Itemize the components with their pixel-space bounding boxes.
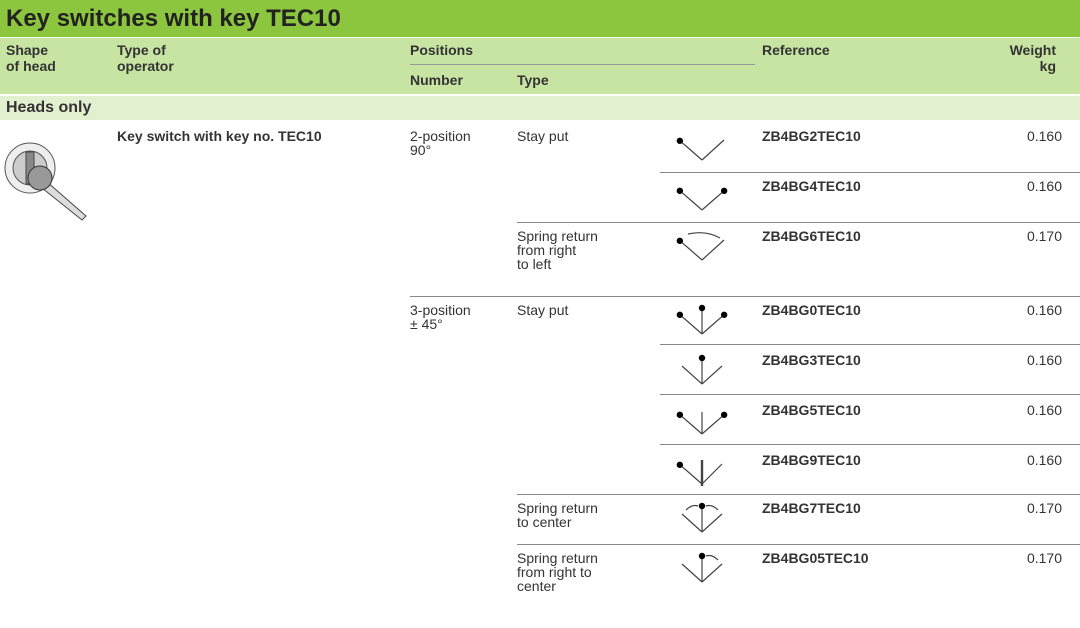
rule bbox=[410, 64, 755, 65]
section: Heads only bbox=[6, 99, 92, 116]
position-symbol bbox=[676, 411, 728, 435]
row-rule bbox=[660, 172, 1080, 173]
position-symbol bbox=[676, 304, 728, 335]
reference: ZB4BG7TEC10 bbox=[762, 500, 861, 516]
position-type: center bbox=[517, 578, 556, 594]
row-rule bbox=[517, 544, 1080, 545]
col-head: kg bbox=[1039, 58, 1056, 74]
position-type: Spring return bbox=[517, 500, 598, 516]
weight: 0.170 bbox=[1026, 500, 1062, 516]
weight: 0.160 bbox=[1026, 302, 1062, 318]
weight: 0.160 bbox=[1026, 128, 1062, 144]
col-head: Number bbox=[410, 72, 463, 88]
row-rule bbox=[660, 394, 1080, 395]
col-head: Weight bbox=[1009, 42, 1056, 58]
reference: ZB4BG4TEC10 bbox=[762, 178, 861, 194]
reference: ZB4BG6TEC10 bbox=[762, 228, 861, 244]
col-head: operator bbox=[117, 58, 174, 74]
header-bg bbox=[0, 38, 1080, 94]
reference: ZB4BG0TEC10 bbox=[762, 302, 861, 318]
col-head: Reference bbox=[762, 42, 830, 58]
section-bg bbox=[0, 96, 1080, 120]
position-symbol bbox=[676, 460, 723, 486]
product: Key switch with key no. TEC10 bbox=[117, 128, 322, 144]
weight: 0.160 bbox=[1026, 178, 1062, 194]
reference: ZB4BG05TEC10 bbox=[762, 550, 869, 566]
row-rule bbox=[517, 222, 1080, 223]
row-rule bbox=[410, 296, 1080, 297]
col-head: of head bbox=[6, 58, 56, 74]
position-type: Stay put bbox=[517, 128, 569, 144]
position-symbol bbox=[676, 187, 728, 211]
position-symbol bbox=[681, 502, 723, 533]
position-number: ± 45° bbox=[410, 316, 443, 332]
position-symbol bbox=[681, 354, 723, 385]
weight: 0.160 bbox=[1026, 352, 1062, 368]
title-bar bbox=[0, 0, 1080, 37]
position-type: to left bbox=[517, 256, 552, 272]
position-type: Spring return bbox=[517, 228, 598, 244]
row-rule bbox=[517, 494, 1080, 495]
weight: 0.170 bbox=[1026, 228, 1062, 244]
weight: 0.160 bbox=[1026, 452, 1062, 468]
product-image bbox=[4, 142, 87, 221]
col-head: Shape bbox=[6, 42, 49, 58]
position-type: Stay put bbox=[517, 302, 569, 318]
position-type: to center bbox=[517, 514, 572, 530]
position-number: 3-position bbox=[410, 302, 471, 318]
position-type: Spring return bbox=[517, 550, 598, 566]
position-symbol bbox=[676, 232, 725, 261]
reference: ZB4BG3TEC10 bbox=[762, 352, 861, 368]
position-type: from right bbox=[517, 242, 577, 258]
position-symbol bbox=[681, 552, 723, 583]
row-rule bbox=[660, 444, 1080, 445]
position-type: from right to bbox=[517, 564, 592, 580]
row-rule bbox=[660, 344, 1080, 345]
col-head: Type of bbox=[117, 42, 166, 58]
weight: 0.160 bbox=[1026, 402, 1062, 418]
reference: ZB4BG9TEC10 bbox=[762, 452, 861, 468]
col-head: Positions bbox=[410, 42, 474, 58]
position-symbol bbox=[676, 137, 725, 161]
position-number: 2-position bbox=[410, 128, 471, 144]
title: Key switches with key TEC10 bbox=[6, 5, 341, 32]
col-head: Type bbox=[517, 72, 549, 88]
reference: ZB4BG5TEC10 bbox=[762, 402, 861, 418]
reference: ZB4BG2TEC10 bbox=[762, 128, 861, 144]
weight: 0.170 bbox=[1026, 550, 1062, 566]
position-number: 90° bbox=[410, 142, 432, 158]
